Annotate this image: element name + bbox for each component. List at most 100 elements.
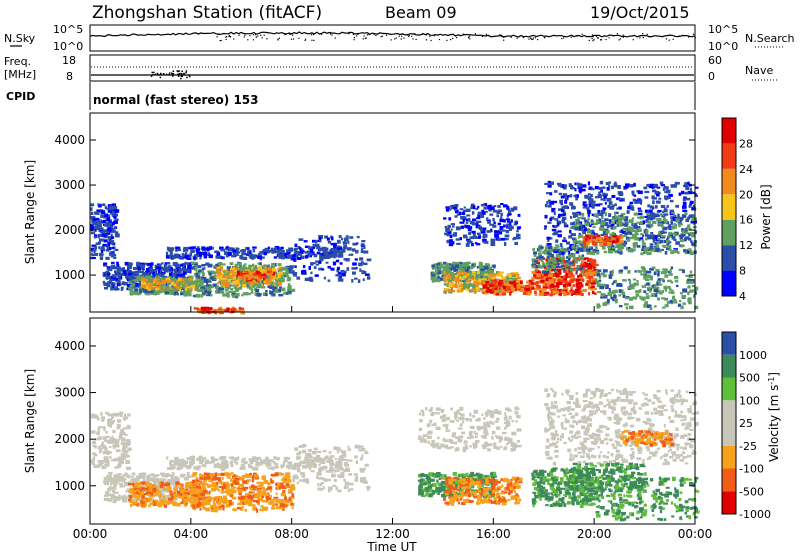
- range-cell: [123, 442, 128, 447]
- range-cell: [546, 269, 550, 273]
- range-cell: [232, 249, 237, 253]
- search-noise-dot: [238, 34, 240, 36]
- range-cell: [117, 281, 121, 286]
- range-cell: [532, 248, 535, 251]
- range-cell: [644, 247, 649, 251]
- range-cell: [183, 253, 186, 257]
- range-cell: [495, 237, 499, 241]
- range-cell: [605, 230, 610, 234]
- search-noise-dot: [220, 39, 222, 42]
- range-cell: [95, 223, 99, 225]
- range-cell: [607, 205, 611, 209]
- range-cell: [660, 230, 665, 234]
- range-cell: [209, 285, 214, 289]
- range-cell: [446, 230, 452, 234]
- range-cell: [504, 238, 509, 241]
- range-cell: [345, 235, 349, 238]
- range-cell: [106, 217, 110, 221]
- search-noise-dot: [593, 39, 595, 41]
- range-cell: [655, 269, 659, 273]
- range-cell: [90, 203, 95, 207]
- range-cell: [552, 290, 557, 294]
- range-cell: [668, 226, 672, 230]
- range-cell: [116, 423, 121, 428]
- range-cell: [529, 284, 533, 287]
- range-cell: [457, 286, 461, 290]
- range-cell: [653, 288, 659, 293]
- range-cell: [474, 242, 478, 245]
- range-cell: [536, 271, 542, 275]
- range-cell: [596, 237, 601, 240]
- range-cell: [248, 267, 253, 271]
- range-cell: [508, 281, 514, 285]
- range-cell: [118, 461, 124, 465]
- range-cell: [239, 280, 243, 285]
- range-cell: [244, 252, 247, 256]
- range-cell: [148, 291, 154, 295]
- range-cell: [600, 189, 603, 193]
- range-cell: [230, 288, 234, 291]
- range-cell: [572, 259, 575, 263]
- range-cell: [243, 278, 246, 282]
- range-cell: [590, 259, 596, 263]
- range-cell: [242, 251, 246, 254]
- range-cell: [475, 220, 478, 223]
- range-cell: [278, 293, 284, 297]
- range-cell: [603, 195, 607, 199]
- range-cell: [574, 223, 577, 228]
- range-cell: [541, 270, 547, 274]
- range-cell: [310, 253, 314, 256]
- range-cell: [100, 230, 104, 234]
- cpid-label: CPID: [6, 90, 35, 103]
- range-cell: [534, 292, 538, 297]
- range-cell: [560, 264, 565, 268]
- range-cell: [563, 222, 567, 227]
- range-cell: [108, 451, 112, 455]
- range-cell: [670, 227, 676, 230]
- range-cell: [684, 192, 689, 195]
- range-cell: [476, 243, 481, 246]
- range-cell: [176, 293, 179, 296]
- range-cell: [447, 279, 453, 283]
- range-cell: [235, 275, 240, 279]
- range-cell: [319, 257, 324, 262]
- range-cell: [678, 268, 683, 271]
- range-cell: [489, 284, 495, 287]
- range-cell: [687, 248, 692, 251]
- range-cell: [516, 284, 519, 288]
- range-cell: [458, 266, 462, 271]
- range-cell: [663, 245, 667, 249]
- range-cell: [195, 284, 199, 288]
- range-cell: [217, 272, 222, 276]
- range-cell: [326, 237, 330, 241]
- range-cell: [640, 252, 644, 256]
- range-cell: [217, 266, 221, 269]
- range-cell: [636, 200, 641, 204]
- range-cell: [682, 206, 687, 209]
- range-cell: [480, 230, 486, 234]
- range-cell: [496, 211, 501, 214]
- range-cell: [344, 237, 349, 242]
- range-cell: [124, 433, 128, 436]
- range-cell: [546, 251, 550, 255]
- range-cell: [199, 256, 202, 260]
- range-cell: [155, 266, 161, 270]
- range-cell: [124, 261, 129, 266]
- range-cell: [582, 240, 587, 244]
- range-cell: [564, 184, 568, 188]
- range-cell: [218, 280, 222, 284]
- range-cell: [472, 205, 476, 210]
- range-cell: [588, 257, 592, 260]
- range-cell: [146, 273, 151, 277]
- range-cell: [547, 221, 552, 224]
- range-cell: [591, 263, 597, 267]
- range-cell: [587, 213, 590, 217]
- range-cell: [644, 216, 648, 218]
- range-cell: [546, 243, 552, 246]
- range-cell: [679, 236, 683, 240]
- range-cell: [583, 204, 587, 208]
- range-cell: [105, 439, 108, 442]
- range-cell: [693, 294, 696, 298]
- range-cell: [546, 183, 552, 185]
- range-cell: [234, 281, 240, 286]
